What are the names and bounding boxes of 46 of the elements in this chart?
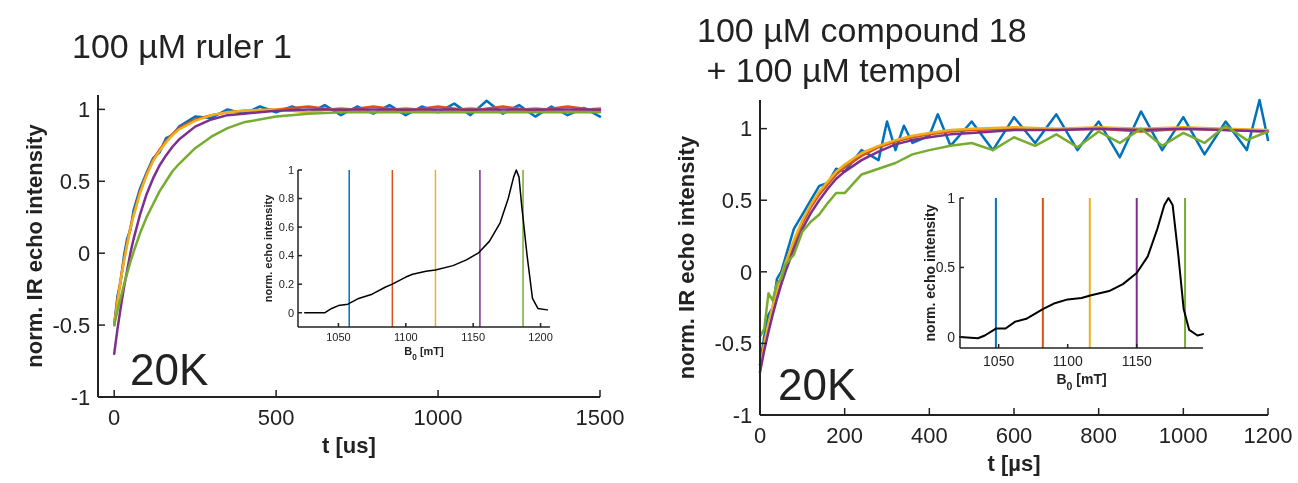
chart-title: 100 µM ruler 1 (72, 27, 292, 65)
y-tick-label: 0.8 (278, 192, 295, 205)
x-tick-label: 1200 (528, 330, 553, 343)
y-tick-label: -1 (732, 402, 753, 428)
y-tick-label: -1 (70, 384, 91, 410)
y-tick-label: 0.5 (935, 259, 956, 276)
y-axis-title: norm. IR echo intensity (22, 123, 47, 368)
x-tick-label: 200 (826, 422, 864, 448)
x-tick-label: 1050 (983, 352, 1015, 369)
x-tick-label: 1100 (1052, 352, 1083, 369)
y-tick-label: 1 (288, 163, 295, 176)
x-axis-title: t [us] (322, 433, 376, 459)
y-tick-label: 1 (78, 97, 91, 123)
x-tick-label: 1150 (461, 330, 486, 343)
x-tick-label: 1200 (1243, 422, 1293, 448)
y-tick-label: 0 (288, 306, 295, 319)
x-tick-label: 600 (995, 422, 1033, 448)
x-tick-label: 0 (108, 404, 121, 430)
y-tick-label: 0.2 (278, 278, 295, 291)
x-axis-title: B$_{0}$ [mT] (404, 345, 445, 362)
annotation: 20K (130, 345, 209, 394)
y-tick-label: 0.4 (278, 249, 295, 262)
y-axis-title: norm. IR echo intensity (674, 135, 699, 380)
y-tick-label: 1 (947, 189, 956, 206)
x-tick-label: 800 (1080, 422, 1118, 448)
chart-title: 100 µM compound 18 + 100 µM tempol (697, 11, 1027, 89)
x-tick-label: 1000 (1158, 422, 1208, 448)
y-tick-label: 0 (740, 259, 753, 285)
x-tick-label: 1100 (393, 330, 418, 343)
x-tick-label: 500 (257, 404, 295, 430)
x-tick-label: 1050 (326, 330, 351, 343)
x-axis-title: t [µs] (987, 451, 1041, 477)
x-tick-label: 1500 (575, 404, 625, 430)
x-axis-title: B$_{0}$ [mT] (1056, 370, 1107, 392)
y-axis-title: norm. echo intensity (262, 193, 274, 303)
y-tick-label: 0.6 (278, 220, 295, 233)
x-tick-label: 400 (910, 422, 948, 448)
annotation: 20K (778, 360, 857, 409)
y-tick-label: -0.5 (52, 312, 91, 338)
x-tick-label: 1000 (413, 404, 463, 430)
y-tick-label: 1 (740, 116, 753, 142)
y-tick-label: 0.5 (59, 168, 91, 194)
x-tick-label: 1150 (1121, 352, 1152, 369)
y-tick-label: -0.5 (714, 331, 753, 357)
y-tick-label: 0 (78, 240, 91, 266)
y-tick-label: 0.5 (721, 187, 753, 213)
